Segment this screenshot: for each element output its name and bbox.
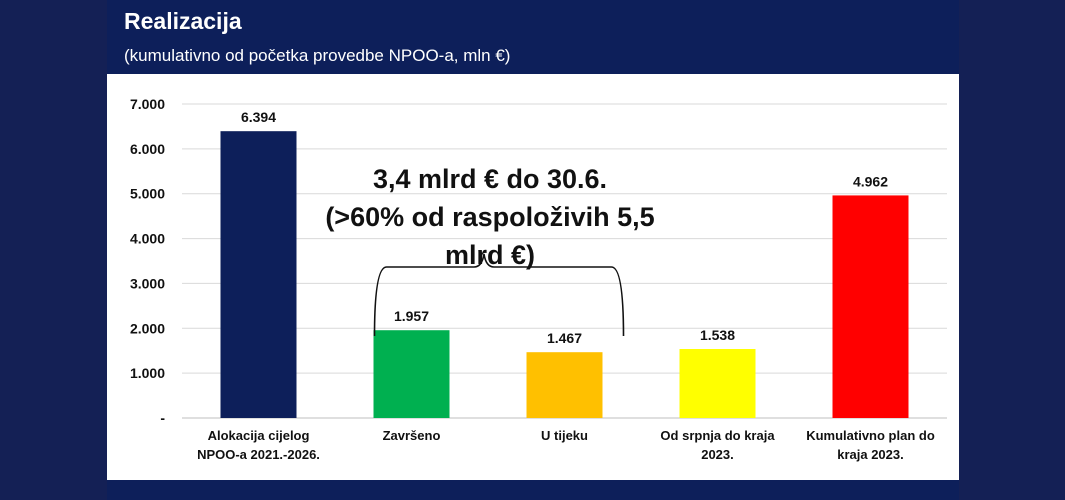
y-tick-label: 6.000	[130, 141, 165, 157]
bar	[832, 195, 909, 418]
y-tick-label: 3.000	[130, 275, 165, 291]
slide-header	[107, 0, 959, 74]
x-tick-label: Od srpnja do kraja	[660, 428, 775, 443]
bar	[679, 349, 756, 418]
x-tick-label: U tijeku	[541, 428, 588, 443]
data-label: 1.538	[700, 327, 735, 343]
data-label: 4.962	[853, 173, 888, 189]
y-tick-label: 1.000	[130, 365, 165, 381]
page-subtitle: (kumulativno od početka provedbe NPOO-a,…	[124, 46, 511, 65]
x-tick-label: NPOO-a 2021.-2026.	[197, 447, 320, 462]
page-title: Realizacija	[124, 8, 242, 34]
x-tick-label: Kumulativno plan do	[806, 428, 935, 443]
x-tick-label: kraja 2023.	[837, 447, 904, 462]
data-label: 6.394	[241, 109, 276, 125]
annotation-line-2: (>60% od raspoloživih 5,5 mlrd €)	[325, 202, 655, 270]
x-tick-label: Završeno	[383, 428, 441, 443]
y-tick-label: 5.000	[130, 186, 165, 202]
y-tick-label: 7.000	[130, 96, 165, 112]
bar	[373, 330, 450, 418]
y-tick-label: -	[160, 410, 165, 426]
data-label: 1.957	[394, 308, 429, 324]
brace-annotation	[373, 253, 625, 337]
y-tick-label: 4.000	[130, 231, 165, 247]
chart-annotation: 3,4 mlrd € do 30.6. (>60% od raspoloživi…	[300, 160, 680, 274]
bar	[220, 131, 297, 419]
x-tick-label: Alokacija cijelog	[208, 428, 310, 443]
bar-chart: - 1.000 2.000 3.000 4.000 5.000 6.000 7.000 6.39…	[130, 96, 947, 462]
annotation-line-1: 3,4 mlrd € do 30.6.	[372, 164, 608, 194]
y-tick-label: 2.000	[130, 320, 165, 336]
x-tick-label: 2023.	[701, 447, 734, 462]
data-label: 1.467	[547, 330, 582, 346]
bar	[526, 352, 603, 418]
